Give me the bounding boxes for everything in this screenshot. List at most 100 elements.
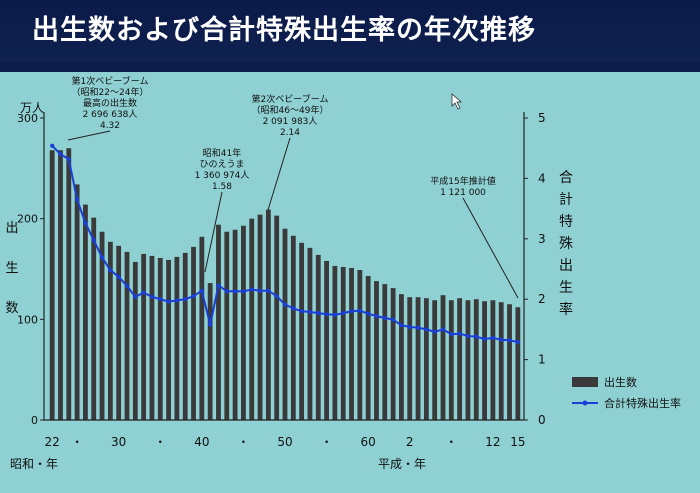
left-tick-label: 300	[17, 112, 38, 125]
bar-birth-1975	[282, 228, 288, 420]
bar-birth-1983	[349, 267, 354, 420]
annotation-line: 最高の出生数	[83, 97, 137, 109]
point-tfr-1972	[257, 288, 263, 293]
point-tfr-1976	[291, 306, 296, 311]
right-tick-label: 2	[538, 292, 546, 306]
point-tfr-1982	[341, 310, 346, 316]
mouse-cursor-icon	[451, 93, 463, 110]
x-tick-label: 30	[111, 435, 126, 449]
point-tfr-1969	[233, 289, 238, 294]
bar-birth-1985	[365, 276, 371, 420]
bar-birth-1989	[399, 294, 404, 420]
right-axis-label-char: 特	[559, 214, 573, 230]
point-tfr-1971	[249, 287, 254, 292]
point-tfr-1949	[66, 156, 71, 162]
point-tfr-2003	[515, 339, 520, 345]
point-tfr-1997	[465, 333, 471, 339]
legend-bar-label: 出生数	[604, 375, 637, 389]
annotation-line: 平成15年推計値	[430, 175, 495, 187]
point-tfr-1966	[208, 322, 213, 327]
bar-birth-1963	[182, 252, 188, 420]
point-tfr-1964	[191, 294, 196, 299]
annotation-leader	[204, 191, 223, 273]
x-tick-label: 40	[194, 435, 209, 449]
bar-birth-1976	[290, 235, 296, 420]
right-axis-label-char: 計	[559, 192, 573, 208]
point-tfr-1959	[149, 294, 155, 299]
annotation-line: （昭和46〜49年）	[252, 104, 329, 116]
bar-birth-1996	[457, 298, 463, 420]
point-tfr-1967	[216, 283, 221, 288]
x-era-label-heisei: 平成・年	[378, 457, 426, 471]
bar-birth-1966	[207, 283, 213, 420]
bar-birth-1960	[157, 257, 163, 420]
bar-birth-1948	[58, 150, 63, 421]
annotation-line: （昭和22〜24年）	[72, 86, 149, 98]
point-tfr-1981	[332, 312, 337, 318]
point-tfr-1985	[366, 311, 371, 316]
point-tfr-1968	[224, 289, 229, 294]
x-tick-label: 50	[277, 435, 292, 449]
annotation-line: ひのえうま	[199, 159, 244, 170]
point-tfr-1984	[357, 308, 362, 313]
x-tick-label: 12	[485, 435, 500, 449]
point-tfr-1993	[432, 329, 437, 334]
x-tick-label: 60	[361, 435, 376, 449]
bar-birth-1965	[199, 236, 205, 420]
point-tfr-1965	[199, 288, 204, 293]
right-tick-label: 3	[538, 232, 546, 246]
bar-birth-1972	[257, 214, 263, 420]
point-tfr-1999	[482, 336, 487, 342]
point-tfr-1956	[124, 283, 130, 289]
bar-birth-1961	[166, 259, 171, 420]
bar-birth-1988	[390, 288, 396, 420]
bar-birth-1970	[241, 225, 246, 420]
point-tfr-1986	[374, 314, 379, 319]
point-tfr-1990	[407, 324, 412, 330]
bar-birth-1997	[465, 300, 471, 420]
point-tfr-2000	[490, 335, 495, 340]
point-tfr-1957	[133, 294, 138, 299]
bar-birth-1992	[423, 298, 429, 420]
point-tfr-1974	[274, 294, 279, 299]
bar-birth-1958	[141, 253, 147, 420]
bar-birth-1964	[191, 246, 196, 420]
bar-birth-1962	[174, 256, 180, 420]
point-tfr-1978	[307, 309, 313, 314]
bar-birth-1980	[324, 260, 329, 420]
bar-birth-1998	[473, 299, 479, 420]
annotation-line: 1 360 974人	[195, 170, 250, 181]
bar-birth-1949	[66, 148, 72, 420]
point-tfr-1994	[440, 327, 446, 332]
point-tfr-1970	[241, 289, 246, 294]
legend-line-label: 合計特殊出生率	[604, 396, 681, 410]
x-tick-label: ・	[154, 435, 166, 449]
bar-birth-1978	[307, 247, 313, 420]
left-axis-label-char: 出	[5, 221, 18, 236]
x-tick-label: ・	[237, 435, 249, 449]
bar-birth-1969	[232, 229, 238, 420]
annotation-line: 2 696 638人	[83, 109, 138, 120]
left-axis-label-char: 生	[5, 261, 18, 276]
bar-birth-1947	[49, 150, 55, 421]
bar-birth-1995	[448, 300, 454, 420]
legend-line-marker	[582, 400, 588, 406]
right-axis-label-char: 生	[559, 280, 573, 296]
point-tfr-1963	[183, 297, 188, 302]
bar-birth-2002	[507, 304, 512, 420]
bar-birth-1967	[216, 224, 221, 420]
right-axis-label-char: 合	[559, 170, 573, 186]
bar-birth-1999	[482, 301, 487, 420]
bar-birth-1994	[440, 295, 446, 420]
x-tick-label: ・	[71, 435, 83, 449]
point-tfr-1954	[108, 268, 113, 273]
bar-birth-1953	[99, 231, 105, 420]
point-tfr-1947	[50, 143, 55, 148]
annotation-line: 1.58	[212, 182, 232, 192]
bar-birth-1955	[116, 245, 122, 420]
bar-birth-1987	[382, 284, 388, 420]
right-tick-label: 4	[538, 171, 546, 185]
x-tick-label: 22	[45, 435, 60, 449]
